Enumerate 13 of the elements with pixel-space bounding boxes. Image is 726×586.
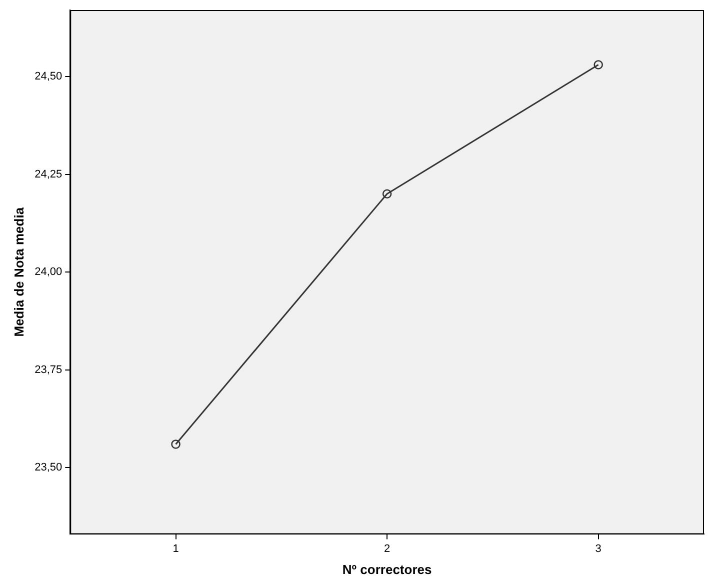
y-tick-label: 24,25 bbox=[34, 168, 62, 180]
point bbox=[171, 440, 180, 449]
point bbox=[382, 189, 392, 199]
y-tick-label: 23,75 bbox=[34, 364, 62, 376]
y-tick-label: 24,50 bbox=[34, 70, 62, 83]
x-tick-label: 1 bbox=[172, 542, 179, 555]
y-tick-label: 23,50 bbox=[34, 462, 62, 474]
x-tick-label: 2 bbox=[384, 542, 390, 555]
y-axis-title: Media de Nota media bbox=[11, 206, 26, 337]
y-tick-label: 24,00 bbox=[34, 266, 62, 278]
x-axis-title: Nº correctores bbox=[342, 562, 432, 577]
point bbox=[594, 60, 604, 70]
x-tick-label: 3 bbox=[595, 542, 602, 555]
